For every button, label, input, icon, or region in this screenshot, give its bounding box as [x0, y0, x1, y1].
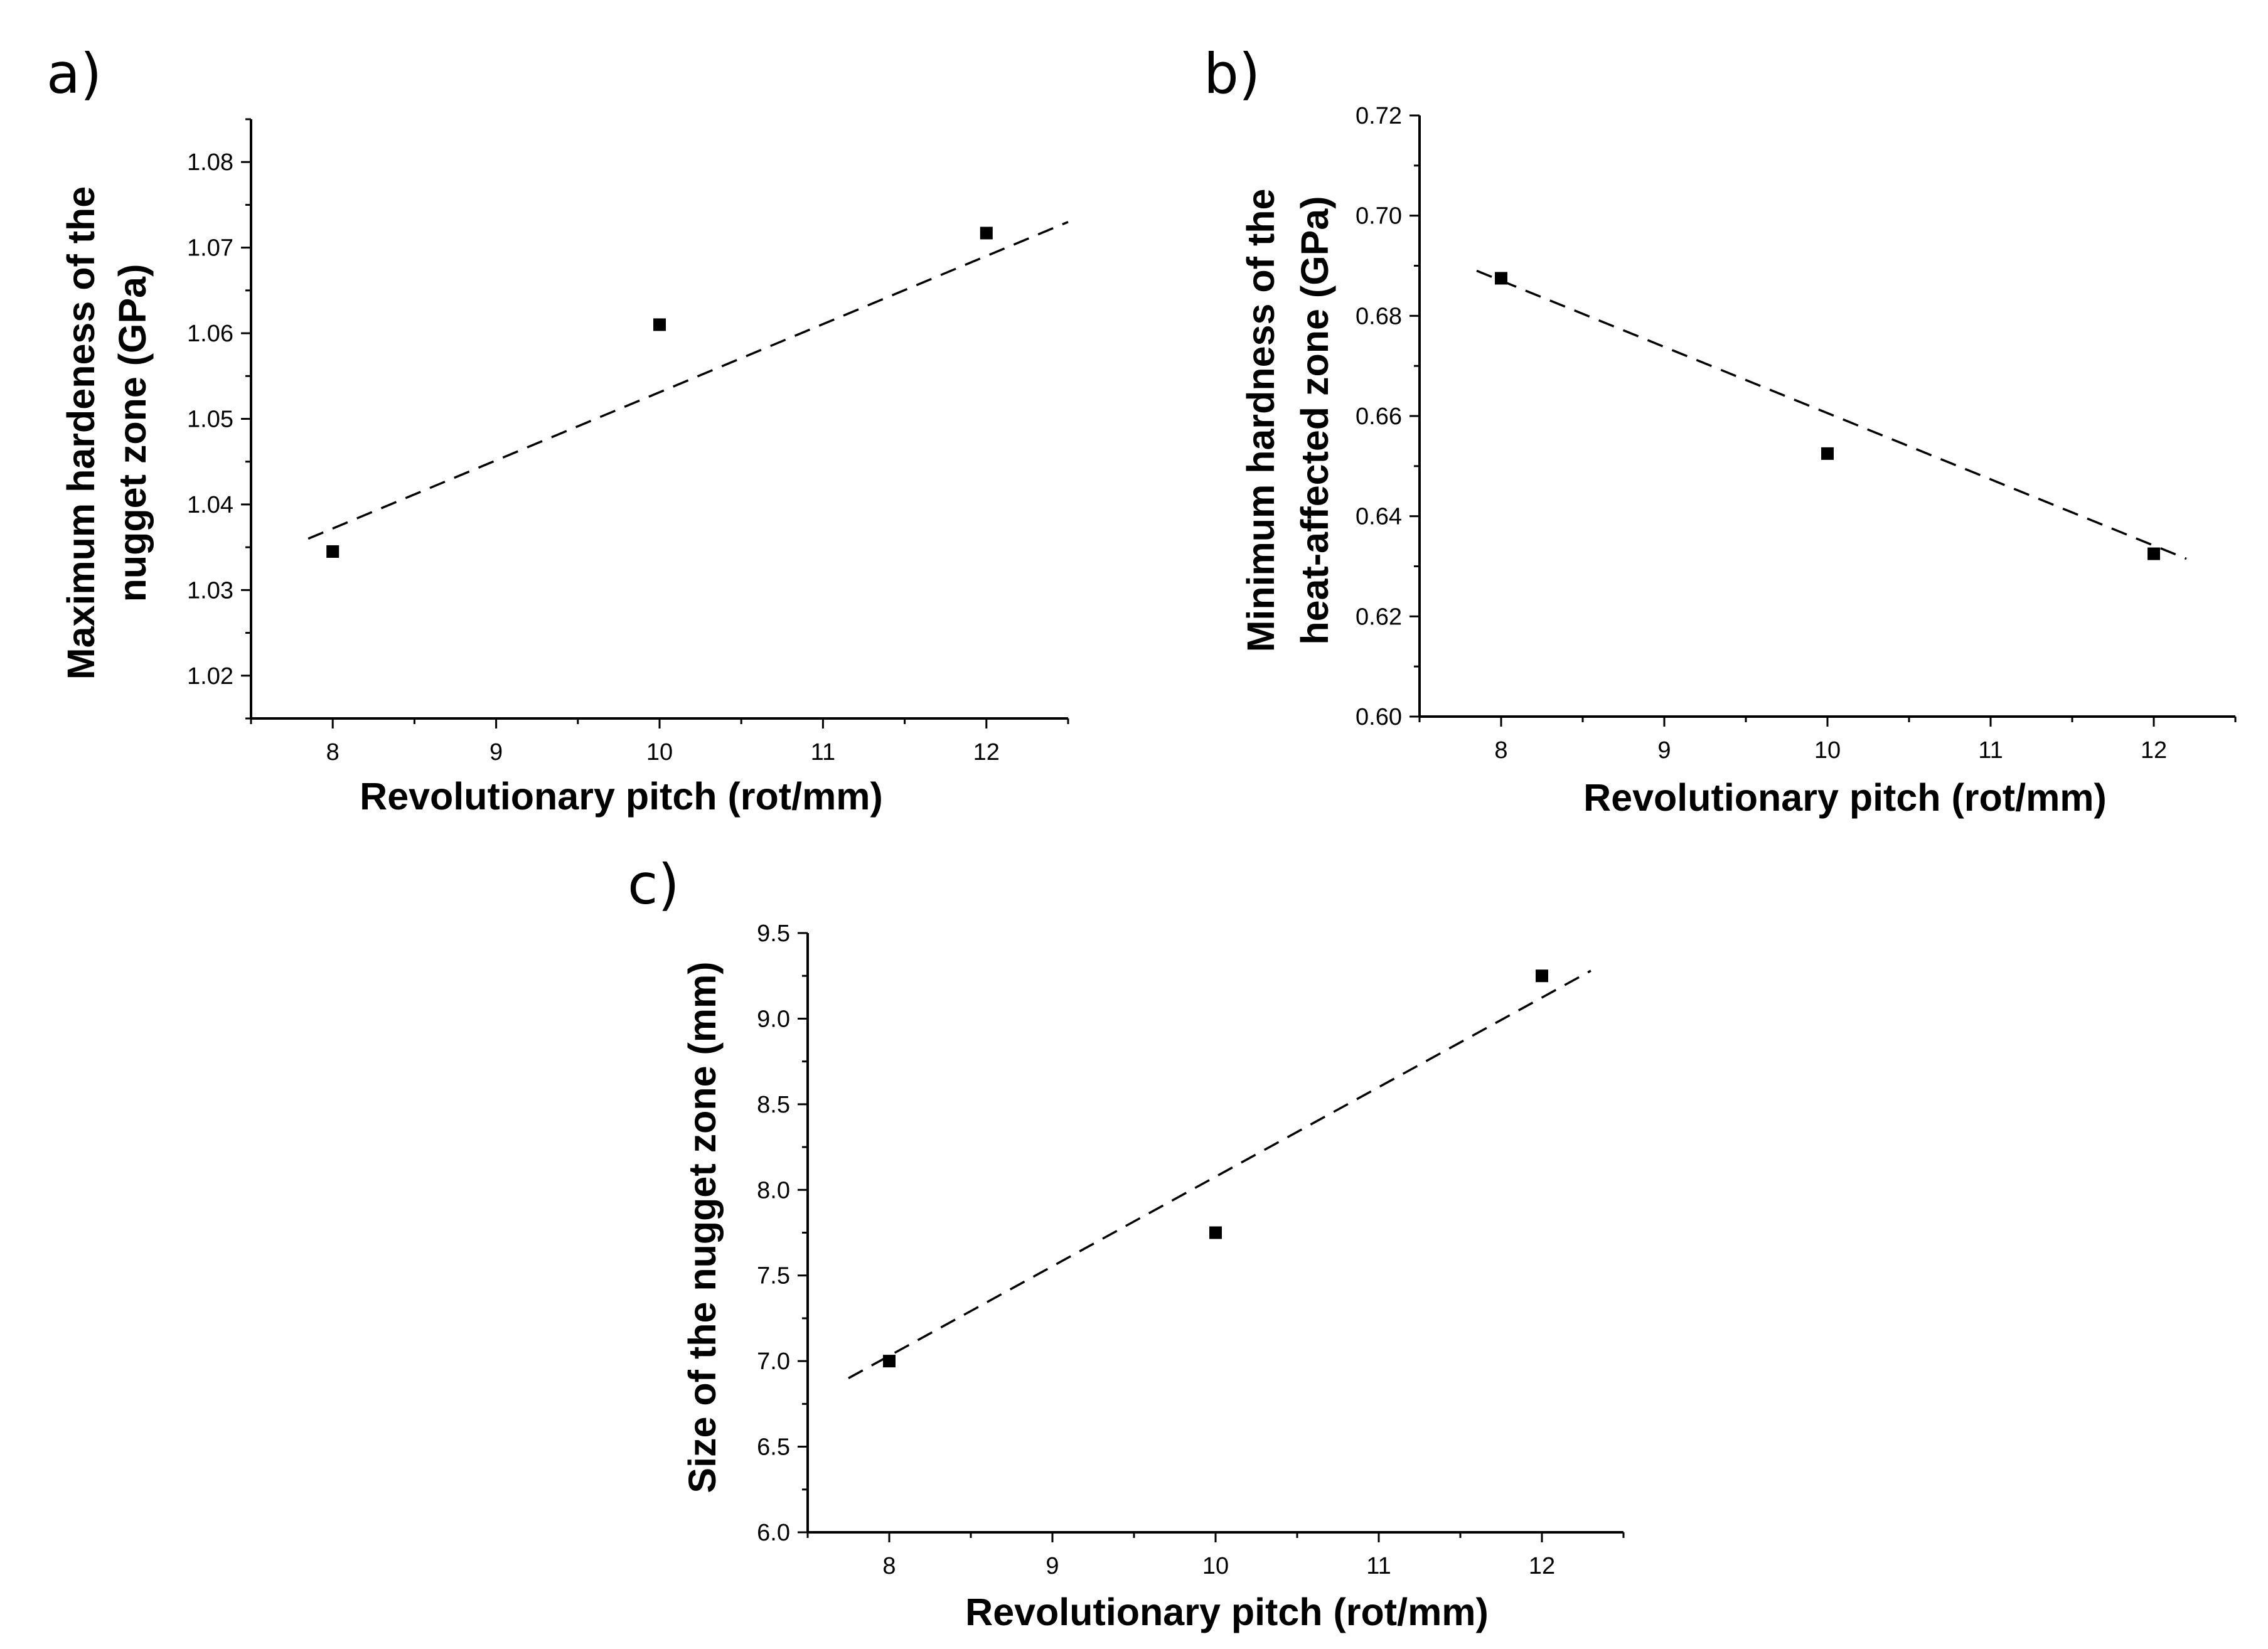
- y-tick-label-a: 1.06: [187, 321, 233, 347]
- panel-a: a) Revolutionary pitch (rot/mm) Maximum …: [46, 41, 1069, 818]
- fit-line-b: [1476, 269, 2187, 560]
- fit-line-a: [308, 221, 1069, 540]
- x-tick-label-a: 9: [489, 739, 503, 766]
- x-tick-label-b: 9: [1657, 737, 1671, 764]
- panel-c: c) Revolutionary pitch (rot/mm) Size of …: [628, 852, 1625, 1633]
- y-tick-label-c: 9.5: [757, 921, 790, 947]
- y-tick-label-c: 6.0: [757, 1520, 790, 1546]
- x-axis-title-a: Revolutionary pitch (rot/mm): [360, 775, 883, 818]
- y-tick-label-b: 0.60: [1356, 704, 1402, 730]
- y-axis-title-b-line1: Minimum hardness of the: [1239, 189, 1282, 653]
- x-tick-label-a: 12: [973, 739, 1000, 766]
- data-point-b: [1495, 272, 1507, 285]
- x-tick-label-b: 11: [1978, 737, 2003, 764]
- x-tick-label-a: 10: [646, 739, 673, 766]
- y-tick-label-c: 7.5: [757, 1263, 790, 1289]
- x-tick-label-c: 8: [882, 1553, 896, 1579]
- y-axis-title-a-line2: nugget zone (GPa): [111, 264, 154, 602]
- y-tick-label-b: 0.70: [1356, 203, 1402, 230]
- y-tick-label-a: 1.04: [187, 492, 233, 518]
- data-point-b: [2148, 547, 2160, 560]
- panel-label-b: b): [1204, 41, 1260, 106]
- y-axis-title-a-line1: Maximum hardeness of the: [60, 186, 102, 680]
- y-tick-label-c: 8.5: [757, 1092, 790, 1118]
- y-tick-label-c: 8.0: [757, 1177, 790, 1203]
- x-tick-label-b: 10: [1814, 737, 1841, 764]
- data-point-c: [1536, 969, 1548, 983]
- y-tick-label-c: 7.0: [757, 1348, 790, 1375]
- data-point-c: [1209, 1226, 1222, 1239]
- y-tick-label-a: 1.05: [187, 407, 233, 433]
- x-tick-label-c: 12: [1529, 1553, 1555, 1579]
- x-tick-label-c: 9: [1046, 1553, 1059, 1579]
- y-tick-label-c: 9.0: [757, 1006, 790, 1032]
- y-axis-title-b-line2: heat-affected zone (GPa): [1293, 196, 1336, 644]
- y-tick-label-a: 1.07: [187, 235, 233, 262]
- data-point-a: [326, 545, 340, 558]
- data-point-a: [980, 227, 993, 240]
- panel-label-a: a): [46, 41, 102, 106]
- y-tick-label-a: 1.03: [187, 577, 233, 604]
- panel-label-c: c): [628, 852, 680, 917]
- y-tick-label-b: 0.66: [1356, 403, 1402, 430]
- fit-line-c: [848, 969, 1591, 1379]
- y-tick-label-b: 0.68: [1356, 303, 1402, 329]
- x-tick-label-b: 12: [2141, 737, 2167, 764]
- data-point-a: [653, 318, 666, 331]
- y-tick-label-b: 0.72: [1356, 103, 1402, 129]
- y-axis-title-c: Size of the nugget zone (mm): [681, 961, 724, 1493]
- x-axis-title-c: Revolutionary pitch (rot/mm): [965, 1591, 1489, 1633]
- x-tick-label-b: 8: [1494, 737, 1507, 764]
- x-tick-label-a: 8: [326, 739, 340, 766]
- x-tick-label-c: 11: [1366, 1553, 1391, 1579]
- y-tick-label-a: 1.08: [187, 149, 233, 176]
- x-tick-label-c: 10: [1202, 1553, 1229, 1579]
- y-tick-label-b: 0.62: [1356, 604, 1402, 630]
- x-axis-title-b: Revolutionary pitch (rot/mm): [1583, 776, 2107, 819]
- y-tick-label-c: 6.5: [757, 1434, 790, 1461]
- data-point-b: [1821, 447, 1834, 460]
- x-tick-label-a: 11: [811, 739, 835, 766]
- y-tick-label-b: 0.64: [1356, 504, 1402, 530]
- y-tick-label-a: 1.02: [187, 663, 233, 690]
- data-point-c: [883, 1355, 896, 1368]
- panel-b: b) Revolutionary pitch (rot/mm) Minimum …: [1204, 41, 2237, 819]
